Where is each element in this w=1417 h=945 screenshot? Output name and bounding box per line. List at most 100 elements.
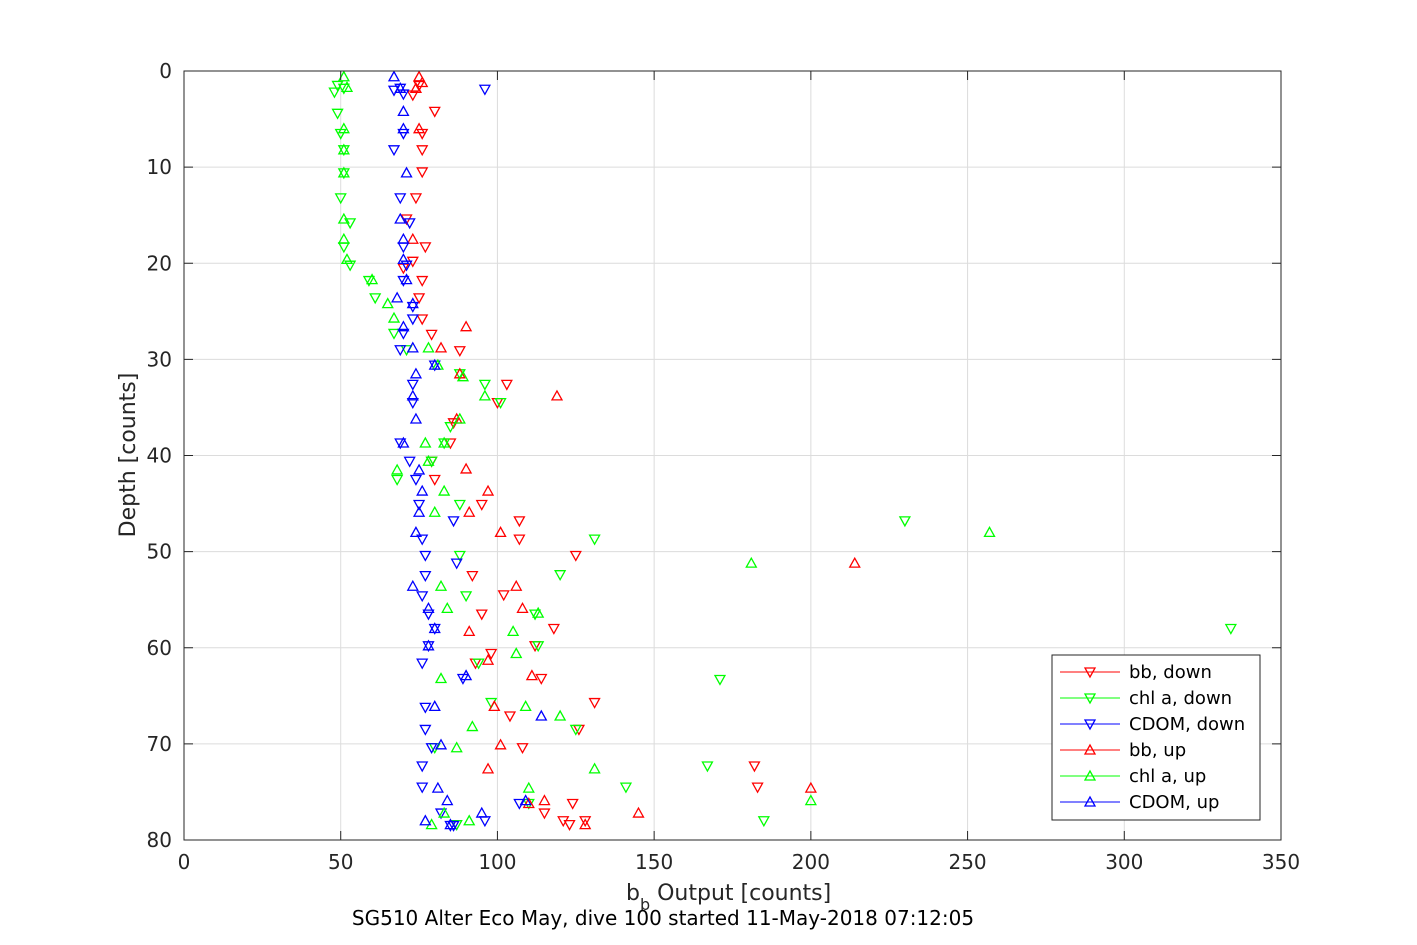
data-point-s4-13 [456,370,470,382]
data-point-s4-37 [438,806,451,818]
data-point-s2-19 [403,456,416,468]
data-point-s0-28 [475,609,488,621]
data-point-s4-6 [337,232,350,244]
data-point-s2-6 [394,193,407,205]
data-point-s5-9 [391,291,404,303]
y-tick-label-1: 10 [147,155,172,179]
x-tick-label-0: 0 [178,850,191,874]
data-point-s0-12 [412,293,426,305]
data-point-s5-33 [419,814,432,826]
data-point-s5-24 [428,622,441,634]
data-point-s5-22 [406,579,419,591]
data-point-s0-5 [416,167,429,179]
data-point-s4-32 [466,720,479,732]
data-point-s4-11 [422,341,435,353]
data-point-s1-34 [569,724,582,736]
data-point-s4-19 [391,463,404,475]
data-point-s5-1 [394,81,407,93]
data-point-s4-15 [453,412,466,424]
data-point-s3-5 [459,320,473,332]
data-point-s5-15 [406,389,419,401]
data-point-s0-23 [513,516,526,528]
data-point-s1-11 [362,275,376,287]
data-point-s1-31 [472,658,485,670]
legend-label-5: CDOM, up [1129,792,1219,813]
data-point-s2-42 [444,820,457,832]
data-point-s4-30 [519,700,532,712]
data-point-s1-28 [528,609,542,621]
data-point-s3-2 [409,81,423,93]
data-point-s5-20 [412,505,426,517]
x-axis-label: bb Output [counts] [626,881,831,914]
data-point-s1-24 [898,516,911,528]
data-point-s4-0 [337,70,350,82]
data-point-s2-27 [416,591,429,603]
data-point-s4-18 [422,454,435,466]
data-point-s5-2 [397,105,410,117]
data-point-s2-23 [416,534,429,546]
data-point-s0-34 [588,697,601,709]
x-tick-label-7: 350 [1262,850,1300,874]
legend-marker-4 [1083,769,1097,781]
y-tick-label-8: 80 [147,828,172,852]
data-point-s1-12 [369,293,382,305]
series-4 [337,70,996,830]
data-point-s4-16 [419,436,432,448]
x-tick-label-5: 250 [948,850,986,874]
data-point-s1-3 [331,108,344,120]
data-point-s4-7 [340,253,354,265]
legend-label-2: CDOM, down [1129,714,1245,735]
data-point-s0-22 [475,499,488,511]
data-point-s3-25 [632,806,645,818]
series-0 [397,80,764,831]
data-point-s2-33 [419,702,432,714]
data-point-s5-19 [416,484,429,496]
x-tick-label-3: 150 [635,850,673,874]
x-tick-label-2: 100 [478,850,516,874]
data-point-s2-13 [397,328,410,340]
data-point-s2-31 [416,658,429,670]
data-point-s3-15 [510,579,523,591]
data-point-s0-24 [513,534,526,546]
legend-label-4: chl a, up [1129,766,1206,787]
data-point-s2-12 [406,314,419,326]
data-point-s2-16 [406,379,419,391]
data-point-s4-5 [337,212,350,224]
data-point-s5-6 [397,232,410,244]
data-point-s2-37 [416,782,429,794]
data-point-s2-4 [397,128,410,140]
x-axis-label-main: b [626,881,640,906]
data-point-s0-37 [516,743,529,755]
data-point-s5-26 [459,669,473,681]
svg-text:bb Output [counts]: bb Output [counts] [626,881,831,914]
data-point-s4-24 [434,579,448,591]
data-point-s2-17 [406,397,419,409]
figure-caption: SG510 Alter Eco May, dive 100 started 11… [352,906,974,930]
data-point-s4-9 [381,297,394,309]
data-point-s3-0 [412,70,426,82]
data-point-s3-23 [804,781,817,793]
data-point-s4-20 [438,484,451,496]
data-point-s3-6 [434,341,448,353]
data-point-s3-4 [406,232,419,244]
data-point-s3-16 [516,602,529,613]
data-point-s4-33 [450,741,463,753]
legend-label-1: chl a, down [1129,688,1232,709]
data-point-s4-3 [337,143,350,155]
y-tick-label-2: 20 [147,251,172,275]
series-3 [406,70,861,830]
data-point-s0-6 [409,193,423,205]
legend-marker-1 [1083,693,1097,705]
data-point-s5-35 [519,794,532,806]
data-point-s4-1 [340,81,354,92]
data-point-s4-27 [532,606,545,618]
data-point-s3-1 [416,76,429,88]
y-tick-label-3: 30 [147,347,172,371]
data-point-s5-28 [535,709,548,721]
data-point-s2-18 [394,438,407,450]
legend: bb, down chl a, down CDOM, down bb, up chl a… [1051,654,1261,821]
data-point-s5-5 [394,212,407,224]
x-tick-label-6: 300 [1105,850,1143,874]
legend-marker-5 [1083,795,1097,807]
